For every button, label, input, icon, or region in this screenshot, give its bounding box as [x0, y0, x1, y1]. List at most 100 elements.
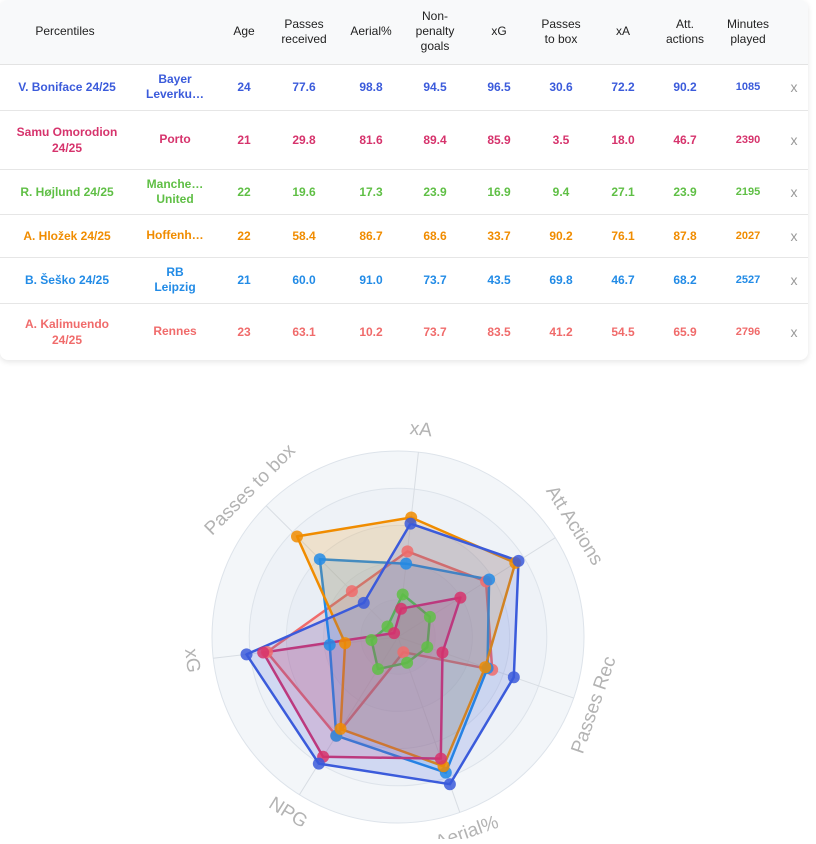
data-point[interactable] [507, 671, 520, 684]
cell-aerial: 98.8 [340, 64, 402, 111]
cell-name: B. Šeško 24/25 [0, 257, 130, 304]
remove-player-button[interactable]: x [780, 110, 808, 170]
cell-att-actions: 68.2 [654, 257, 716, 304]
data-point[interactable] [291, 530, 304, 543]
cell-xa: 46.7 [592, 257, 654, 304]
cell-age: 23 [237, 324, 251, 339]
cell-passes-received: 60.0 [268, 257, 340, 304]
cell-minutes: 2527 [716, 257, 780, 304]
data-point[interactable] [401, 656, 414, 669]
cell-passes-to-box: 69.8 [530, 257, 592, 304]
table-row: R. Højlund 24/25 Manche… United 22 19.6 17.3 2… [0, 169, 808, 215]
data-point[interactable] [357, 596, 370, 609]
data-point[interactable] [512, 554, 525, 567]
data-point[interactable] [421, 641, 434, 654]
data-point[interactable] [434, 752, 447, 765]
data-point[interactable] [479, 661, 492, 674]
cell-club: Porto [130, 110, 220, 170]
cell-passes-received: 58.4 [268, 214, 340, 258]
cell-name: V. Boniface 24/25 [0, 64, 130, 111]
cell-xg: 96.5 [468, 64, 530, 111]
data-point[interactable] [257, 646, 270, 659]
data-point[interactable] [313, 553, 326, 566]
cell-age: 22 [220, 169, 268, 215]
data-point[interactable] [454, 591, 467, 604]
data-point[interactable] [401, 545, 414, 558]
table-row: A. Hložek 24/25 Hoffenh… 22 58.4 86.7 68.6 33.… [0, 214, 808, 258]
cell-passes-to-box: 41.2 [549, 324, 573, 339]
comparison-table-card: Percentiles Age Passes received Aerial% Non-p… [0, 0, 808, 360]
remove-player-button[interactable]: x [780, 169, 808, 215]
data-point[interactable] [365, 634, 378, 647]
header-minutes: Minutes played [716, 0, 780, 65]
table-row: Samu Omorodion 24/25 Porto 21 29.8 81.6 89.4 85… [0, 110, 808, 170]
data-point[interactable] [339, 637, 352, 650]
remove-player-button[interactable]: x [790, 323, 798, 340]
data-point[interactable] [323, 638, 336, 651]
cell-xg: 85.9 [468, 110, 530, 170]
header-xa: xA [592, 0, 654, 65]
cell-npg: 94.5 [402, 64, 468, 111]
cell-xg: 16.9 [468, 169, 530, 215]
cell-passes-to-box: 90.2 [530, 214, 592, 258]
remove-player-button[interactable]: x [780, 214, 808, 258]
cell-att-actions: 46.7 [654, 110, 716, 170]
data-point[interactable] [334, 722, 347, 735]
axis-label: xG [180, 647, 204, 674]
data-point[interactable] [345, 585, 358, 598]
cell-age: 21 [220, 257, 268, 304]
cell-npg: 68.6 [402, 214, 468, 258]
data-point[interactable] [396, 588, 409, 601]
remove-player-button[interactable]: x [780, 257, 808, 304]
header-aerial: Aerial% [340, 0, 402, 65]
remove-player-button[interactable]: x [780, 64, 808, 111]
data-point[interactable] [240, 648, 253, 661]
cell-name: R. Højlund 24/25 [0, 169, 130, 215]
series-area [245, 522, 520, 786]
data-point[interactable] [395, 602, 408, 615]
cell-minutes: 2195 [716, 169, 780, 215]
cell-aerial: 86.7 [340, 214, 402, 258]
header-att_actions: Att. actions [654, 0, 716, 65]
cell-att-actions: 90.2 [654, 64, 716, 111]
axis-spoke [397, 537, 556, 638]
cell-minutes: 2390 [716, 110, 780, 170]
cell-name: A. Hložek 24/25 [0, 214, 130, 258]
header-passes_received: Passes received [268, 0, 340, 65]
data-point[interactable] [397, 646, 410, 659]
cell-npg: 23.9 [402, 169, 468, 215]
table-row: B. Šeško 24/25 RB Leipzig 21 60.0 91.0 73.7 43.… [0, 257, 808, 304]
header-percentiles: Percentiles [0, 0, 130, 65]
data-point[interactable] [423, 610, 436, 623]
cell-passes-to-box: 9.4 [530, 169, 592, 215]
data-point[interactable] [443, 778, 456, 791]
axis-label: NPG [265, 793, 311, 833]
percentile-table: Percentiles Age Passes received Aerial% Non-p… [0, 0, 808, 360]
header-age: Age [220, 0, 268, 65]
cell-name: Samu Omorodion 24/25 [0, 110, 130, 170]
cell-xg: 43.5 [468, 257, 530, 304]
data-point[interactable] [483, 573, 496, 586]
data-point[interactable] [400, 557, 413, 570]
table-body: V. Boniface 24/25 Bayer Leverku… 24 77.6 98.8… [0, 64, 808, 360]
cell-aerial: 81.6 [340, 110, 402, 170]
header-passes_to_box: Passes to box [530, 0, 592, 65]
cell-age: 24 [220, 64, 268, 111]
data-point[interactable] [388, 627, 401, 640]
table-row: V. Boniface 24/25 Bayer Leverku… 24 77.6 98.8… [0, 64, 808, 111]
data-point[interactable] [436, 646, 449, 659]
data-point[interactable] [371, 663, 384, 676]
cell-age: 21 [220, 110, 268, 170]
header-club [130, 0, 220, 65]
header-xg: xG [468, 0, 530, 65]
data-point[interactable] [312, 757, 325, 770]
axis-spoke [265, 505, 399, 638]
table-row: A. Kalimuendo 24/25 Rennes 23 63.1 10.2 73.7 83… [0, 303, 808, 360]
cell-xa: 72.2 [592, 64, 654, 111]
cell-minutes: 2027 [716, 214, 780, 258]
data-point[interactable] [404, 517, 417, 530]
radar-chart-area: xA Att Actions Passes Rec Aerial% NPG xG Passe… [0, 362, 816, 844]
table-header-row: Percentiles Age Passes received Aerial% Non-p… [0, 0, 808, 65]
series-area [295, 516, 517, 768]
